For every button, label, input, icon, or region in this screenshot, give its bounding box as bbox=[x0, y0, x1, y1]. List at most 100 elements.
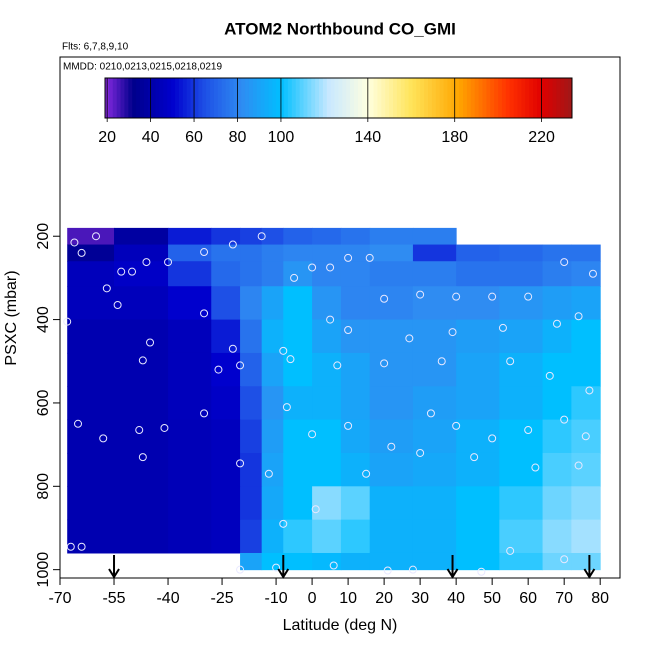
heatmap-cell bbox=[571, 244, 601, 262]
colorbar-tick-label: 80 bbox=[229, 129, 247, 146]
colorbar-swatch bbox=[178, 78, 184, 118]
colorbar-swatch bbox=[509, 78, 515, 118]
colorbar-tick-label: 220 bbox=[528, 129, 555, 146]
heatmap-cell bbox=[571, 419, 601, 454]
observation-point bbox=[279, 519, 288, 528]
observation-point bbox=[506, 546, 515, 555]
heatmap-cell bbox=[456, 552, 500, 571]
heatmap-cell bbox=[340, 519, 371, 554]
colorbar-swatch bbox=[303, 78, 308, 118]
observation-point bbox=[387, 442, 396, 451]
colorbar-swatch bbox=[548, 78, 554, 118]
heatmap-cell bbox=[499, 486, 544, 521]
colorbar-swatch bbox=[186, 78, 192, 118]
colorbar-swatch bbox=[167, 78, 172, 118]
heatmap-cell bbox=[412, 244, 457, 262]
colorbar-swatch bbox=[540, 78, 546, 118]
colorbar-swatch bbox=[455, 78, 460, 118]
observation-point bbox=[333, 361, 342, 370]
heatmap-cell bbox=[499, 519, 544, 554]
colorbar-swatch bbox=[322, 78, 328, 118]
heatmap-cell bbox=[67, 319, 115, 354]
colorbar-swatch bbox=[198, 78, 203, 118]
heatmap-cell bbox=[456, 261, 500, 287]
heatmap-cell bbox=[261, 452, 284, 487]
colorbar-swatch bbox=[124, 78, 129, 118]
heatmap-cell bbox=[340, 227, 371, 246]
observation-point bbox=[236, 459, 245, 468]
observation-point bbox=[135, 426, 144, 435]
observation-point bbox=[228, 344, 237, 353]
observation-point bbox=[362, 469, 371, 478]
heatmap-cell bbox=[67, 519, 115, 554]
heatmap-cell bbox=[114, 386, 169, 421]
heatmap-cell bbox=[571, 552, 601, 571]
colorbar-swatch bbox=[319, 78, 324, 118]
observation-point bbox=[311, 505, 320, 514]
observation-point bbox=[383, 566, 392, 575]
colorbar-swatch bbox=[210, 78, 215, 118]
colorbar-swatch bbox=[533, 78, 538, 118]
heatmap-cell bbox=[114, 486, 169, 521]
observation-point bbox=[524, 426, 533, 435]
observation-point bbox=[70, 238, 79, 247]
observation-point bbox=[531, 463, 540, 472]
heatmap-cell bbox=[369, 486, 414, 521]
observation-point bbox=[545, 371, 554, 380]
heatmap-cell bbox=[369, 286, 414, 321]
observation-point bbox=[560, 555, 569, 564]
heatmap bbox=[67, 227, 601, 571]
observation-point bbox=[200, 248, 209, 257]
colorbar-swatch bbox=[268, 78, 273, 118]
heatmap-cell bbox=[340, 244, 371, 262]
colorbar-swatch bbox=[404, 78, 410, 118]
heatmap-cell bbox=[542, 286, 572, 321]
colorbar-swatch bbox=[202, 78, 207, 118]
heatmap-cell bbox=[412, 319, 457, 354]
colorbar-swatch bbox=[361, 78, 367, 118]
colorbar-swatch bbox=[357, 78, 363, 118]
heatmap-cell bbox=[168, 261, 212, 287]
observation-point bbox=[264, 469, 273, 478]
x-tick-label: -25 bbox=[210, 590, 233, 607]
heatmap-cell bbox=[412, 386, 457, 421]
colorbar-swatch bbox=[474, 78, 480, 118]
colorbar-swatch bbox=[443, 78, 448, 118]
heatmap-cell bbox=[283, 519, 313, 554]
heatmap-cell bbox=[261, 552, 284, 571]
heatmap-cell bbox=[283, 452, 313, 487]
heatmap-cell bbox=[456, 286, 500, 321]
observation-point bbox=[308, 263, 317, 272]
colorbar: 20 40 60 80 100 140 180 220 bbox=[98, 77, 573, 146]
colorbar-swatch bbox=[556, 78, 561, 118]
observation-point bbox=[286, 355, 295, 364]
observation-point bbox=[74, 419, 83, 428]
heatmap-cell bbox=[340, 319, 371, 354]
colorbar-swatch bbox=[307, 78, 312, 118]
heatmap-cell bbox=[340, 386, 371, 421]
heatmap-cell bbox=[456, 244, 500, 262]
heatmap-cell bbox=[261, 227, 284, 246]
heatmap-cell bbox=[312, 319, 342, 354]
heatmap-cell bbox=[542, 261, 572, 287]
heatmap-cell bbox=[542, 519, 572, 554]
heatmap-cell bbox=[114, 519, 169, 554]
colorbar-swatch bbox=[112, 78, 118, 118]
colorbar-swatch bbox=[412, 78, 417, 118]
heatmap-cell bbox=[340, 486, 371, 521]
colorbar-swatch bbox=[494, 78, 499, 118]
heatmap-cell bbox=[168, 419, 212, 454]
observation-point bbox=[257, 232, 266, 241]
heatmap-cell bbox=[168, 286, 212, 321]
observation-point bbox=[329, 561, 338, 570]
heatmap-cell bbox=[240, 352, 263, 387]
heatmap-cell bbox=[312, 386, 342, 421]
heatmap-cell bbox=[312, 552, 342, 571]
colorbar-tick-label: 20 bbox=[98, 129, 116, 146]
observations bbox=[63, 232, 597, 576]
heatmap-cell bbox=[571, 261, 601, 287]
heatmap-cell bbox=[456, 419, 500, 454]
x-tick-label: -40 bbox=[156, 590, 179, 607]
observation-point bbox=[488, 434, 497, 443]
x-tick-label: -55 bbox=[102, 590, 125, 607]
